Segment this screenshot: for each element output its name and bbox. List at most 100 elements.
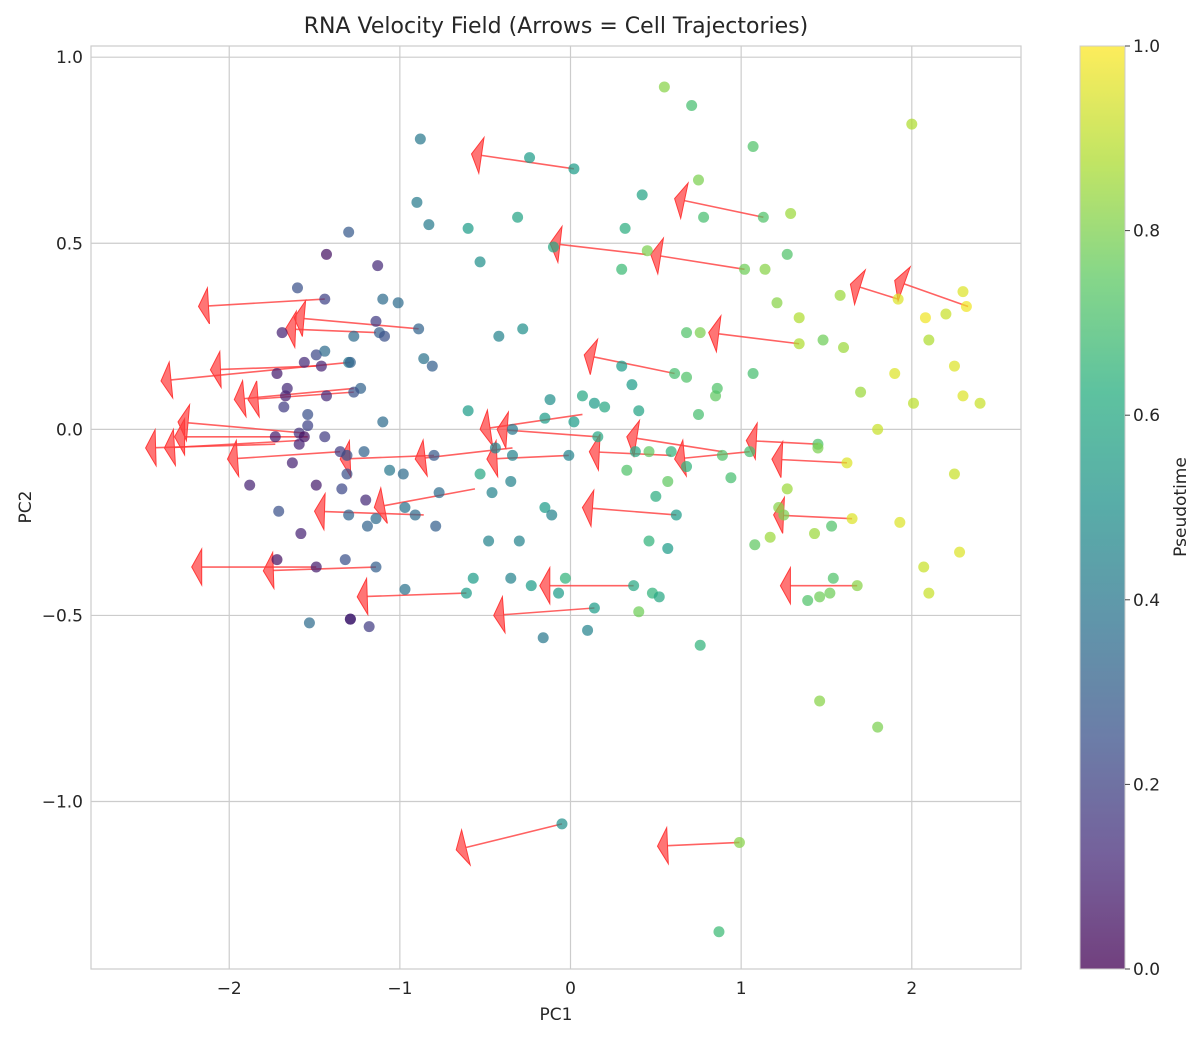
velocity-arrow-shaft <box>350 454 435 460</box>
velocity-arrow-head <box>470 135 485 176</box>
cell-point <box>556 818 568 830</box>
cell-point <box>370 561 382 573</box>
velocity-arrow-head <box>197 286 210 325</box>
velocity-arrow-shaft <box>684 199 764 218</box>
cell-point <box>838 341 850 353</box>
cell-point <box>379 330 391 342</box>
velocity-arrow-shaft <box>324 510 424 516</box>
velocity-arrow-shaft <box>718 333 800 345</box>
cell-point <box>291 282 303 294</box>
colorbar-tick-label: 0.0 <box>1133 960 1160 980</box>
velocity-arrow-head <box>233 378 247 419</box>
cell-point <box>513 535 525 547</box>
cell-point <box>286 457 298 469</box>
cell-point <box>537 632 549 644</box>
velocity-arrow-head <box>247 380 260 419</box>
cell-point <box>430 520 442 532</box>
velocity-arrow-head <box>583 337 599 375</box>
cell-point <box>588 397 600 409</box>
cell-point <box>643 446 655 458</box>
velocity-arrow-shaft <box>781 458 847 464</box>
cell-point <box>781 248 793 260</box>
cell-point <box>739 263 751 275</box>
cell-point <box>778 509 790 521</box>
velocity-arrow-head <box>581 488 595 529</box>
cell-point <box>814 695 826 707</box>
velocity-arrow-head <box>262 550 275 591</box>
cell-point <box>716 449 728 461</box>
cell-point <box>384 464 396 476</box>
cell-point <box>310 479 322 491</box>
cell-point <box>919 312 931 324</box>
velocity-arrow-shaft <box>592 507 677 516</box>
velocity-arrow-shaft <box>660 255 745 271</box>
y-tick-label: −0.5 <box>42 606 83 626</box>
cell-point <box>725 472 737 484</box>
velocity-arrow-head <box>191 547 203 587</box>
cell-point <box>399 583 411 595</box>
cell-point <box>271 368 283 380</box>
cell-point <box>855 386 867 398</box>
cell-point <box>872 721 884 733</box>
cell-point <box>377 293 389 305</box>
velocity-arrow-shaft <box>667 841 740 847</box>
colorbar-gradient <box>1079 45 1126 970</box>
cell-point <box>793 312 805 324</box>
velocity-arrow-head <box>373 486 388 524</box>
cell-point <box>809 528 821 540</box>
cell-point <box>474 256 486 268</box>
cell-point <box>576 390 588 402</box>
velocity-arrow-shaft <box>559 243 646 256</box>
cell-point <box>486 487 498 499</box>
cell-point <box>348 386 360 398</box>
cell-point <box>954 546 966 558</box>
cell-point <box>681 327 693 339</box>
velocity-arrow-head <box>479 408 494 448</box>
y-tick-label: 0.0 <box>56 420 83 440</box>
cell-point <box>658 81 670 93</box>
x-tick-label: 2 <box>906 979 917 999</box>
cell-point <box>759 263 771 275</box>
cell-point <box>302 420 314 432</box>
cell-point <box>428 449 440 461</box>
cell-point <box>525 580 537 592</box>
cell-point <box>851 580 863 592</box>
velocity-arrow-shaft <box>273 566 376 572</box>
cell-point <box>629 446 641 458</box>
velocity-arrow-shaft <box>465 823 563 849</box>
cell-point <box>370 315 382 327</box>
cell-point <box>948 468 960 480</box>
cell-point <box>563 449 575 461</box>
cell-point <box>764 531 776 543</box>
cell-point <box>269 431 281 443</box>
velocity-arrow-shaft <box>903 283 969 308</box>
cell-point <box>273 505 285 517</box>
cell-point <box>628 580 640 592</box>
cell-point <box>616 360 628 372</box>
colorbar-tick-label: 0.2 <box>1133 775 1160 795</box>
cell-point <box>544 394 556 406</box>
velocity-arrow-shaft <box>507 429 598 438</box>
y-tick-label: −1.0 <box>42 793 83 813</box>
cell-point <box>834 289 846 301</box>
cell-point <box>633 606 645 618</box>
cell-point <box>310 349 322 361</box>
velocity-arrow-shaft <box>155 443 276 449</box>
cell-point <box>341 449 353 461</box>
cell-point <box>524 152 536 164</box>
colorbar-ticks: 0.0 0.2 0.4 0.6 0.8 1.0 <box>1125 37 1160 980</box>
cell-point <box>681 371 693 383</box>
cell-point <box>599 401 611 413</box>
velocity-arrow-head <box>293 298 307 337</box>
chart-title: RNA Velocity Field (Arrows = Cell Trajec… <box>304 14 808 39</box>
velocity-arrow-head <box>656 825 669 866</box>
cell-point <box>826 520 838 532</box>
x-tick-label: −2 <box>217 979 242 999</box>
cell-point <box>506 423 518 435</box>
cell-point <box>641 245 653 257</box>
cell-point <box>377 416 389 428</box>
cell-point <box>392 297 404 309</box>
cell-point <box>633 405 645 417</box>
cell-point <box>923 587 935 599</box>
